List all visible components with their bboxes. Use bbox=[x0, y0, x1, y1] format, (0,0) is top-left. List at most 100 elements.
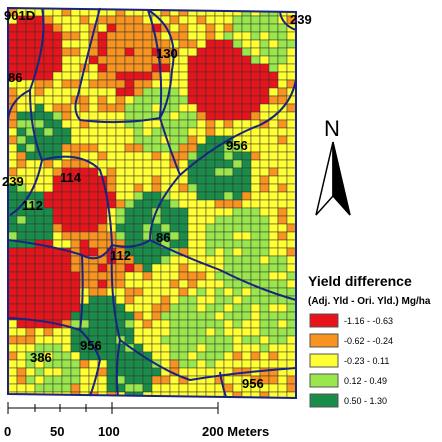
yield-cell bbox=[43, 127, 54, 137]
yield-cell bbox=[223, 175, 234, 185]
yield-cell bbox=[70, 31, 81, 41]
yield-cell bbox=[52, 351, 63, 361]
yield-cell bbox=[196, 287, 207, 297]
yield-cell bbox=[232, 39, 243, 49]
yield-cell bbox=[277, 335, 288, 345]
yield-cell bbox=[259, 367, 270, 377]
yield-cell bbox=[142, 207, 153, 217]
yield-cell bbox=[25, 151, 36, 161]
yield-cell bbox=[241, 183, 252, 193]
yield-cell bbox=[250, 231, 261, 241]
yield-cell bbox=[25, 279, 36, 289]
yield-cell bbox=[61, 127, 72, 137]
zone-label: 130 bbox=[156, 46, 178, 61]
yield-cell bbox=[52, 71, 63, 81]
yield-cell bbox=[16, 55, 27, 65]
yield-cell bbox=[223, 127, 234, 137]
yield-cell bbox=[196, 359, 207, 369]
yield-cell bbox=[88, 87, 99, 97]
yield-cell bbox=[277, 47, 288, 57]
yield-cell bbox=[187, 63, 198, 73]
yield-cell bbox=[97, 103, 108, 113]
yield-cell bbox=[8, 383, 18, 393]
yield-cell bbox=[8, 263, 18, 273]
yield-cell bbox=[187, 191, 198, 201]
yield-cell bbox=[8, 199, 18, 209]
yield-cell bbox=[178, 119, 189, 129]
yield-cell bbox=[187, 351, 198, 361]
yield-cell bbox=[205, 95, 216, 105]
yield-cell bbox=[277, 231, 288, 241]
yield-cell bbox=[223, 167, 234, 177]
yield-cell bbox=[52, 263, 63, 273]
yield-cell bbox=[115, 191, 126, 201]
yield-cell bbox=[232, 47, 243, 57]
yield-cell bbox=[178, 175, 189, 185]
yield-cell bbox=[61, 231, 72, 241]
yield-cell bbox=[286, 39, 296, 49]
yield-cell bbox=[124, 183, 135, 193]
yield-cell bbox=[133, 135, 144, 145]
yield-cell bbox=[61, 55, 72, 65]
yield-cell bbox=[223, 63, 234, 73]
yield-cell bbox=[160, 63, 171, 73]
yield-cell bbox=[16, 151, 27, 161]
yield-cell bbox=[106, 111, 117, 121]
yield-cell bbox=[196, 199, 207, 209]
yield-cell bbox=[106, 143, 117, 153]
yield-cell bbox=[133, 367, 144, 377]
yield-cell bbox=[250, 47, 261, 57]
yield-cell bbox=[88, 319, 99, 329]
yield-cell bbox=[52, 255, 63, 265]
yield-cell bbox=[196, 207, 207, 217]
yield-cell bbox=[52, 287, 63, 297]
yield-cell bbox=[259, 111, 270, 121]
scale-bar-label: 200 Meters bbox=[202, 424, 269, 439]
yield-cell bbox=[241, 303, 252, 313]
yield-cell bbox=[250, 239, 261, 249]
yield-cell bbox=[70, 191, 81, 201]
zone-boundary bbox=[79, 254, 84, 331]
yield-cell bbox=[16, 327, 27, 337]
yield-cell bbox=[169, 319, 180, 329]
yield-cell bbox=[151, 351, 162, 361]
yield-cell bbox=[196, 135, 207, 145]
yield-cell bbox=[223, 311, 234, 321]
yield-cell bbox=[196, 119, 207, 129]
yield-cell bbox=[34, 263, 45, 273]
yield-cell bbox=[268, 327, 279, 337]
yield-cell bbox=[241, 223, 252, 233]
yield-cell bbox=[277, 223, 288, 233]
yield-cell bbox=[124, 271, 135, 281]
yield-cell bbox=[160, 303, 171, 313]
yield-cell bbox=[169, 111, 180, 121]
yield-cell bbox=[232, 71, 243, 81]
yield-cell bbox=[142, 183, 153, 193]
yield-cell bbox=[142, 319, 153, 329]
yield-cell bbox=[187, 271, 198, 281]
yield-cell bbox=[25, 47, 36, 57]
yield-cell bbox=[250, 199, 261, 209]
yield-cell bbox=[178, 239, 189, 249]
zone-label: 239 bbox=[2, 174, 24, 189]
yield-cell bbox=[25, 55, 36, 65]
yield-cell bbox=[43, 95, 54, 105]
yield-cell bbox=[286, 303, 296, 313]
yield-cell bbox=[34, 111, 45, 121]
yield-cell bbox=[142, 175, 153, 185]
yield-cell bbox=[88, 79, 99, 89]
zone-boundary bbox=[279, 11, 297, 31]
yield-cell bbox=[97, 111, 108, 121]
yield-cell bbox=[214, 79, 225, 89]
yield-cell bbox=[61, 79, 72, 89]
yield-cell bbox=[115, 15, 126, 25]
yield-cell bbox=[16, 271, 27, 281]
yield-cell bbox=[70, 55, 81, 65]
yield-cell bbox=[106, 47, 117, 57]
yield-cell bbox=[250, 39, 261, 49]
legend-swatch bbox=[309, 333, 339, 348]
yield-cell bbox=[106, 175, 117, 185]
yield-cell bbox=[97, 15, 108, 25]
yield-cell bbox=[214, 103, 225, 113]
yield-cell bbox=[259, 87, 270, 97]
